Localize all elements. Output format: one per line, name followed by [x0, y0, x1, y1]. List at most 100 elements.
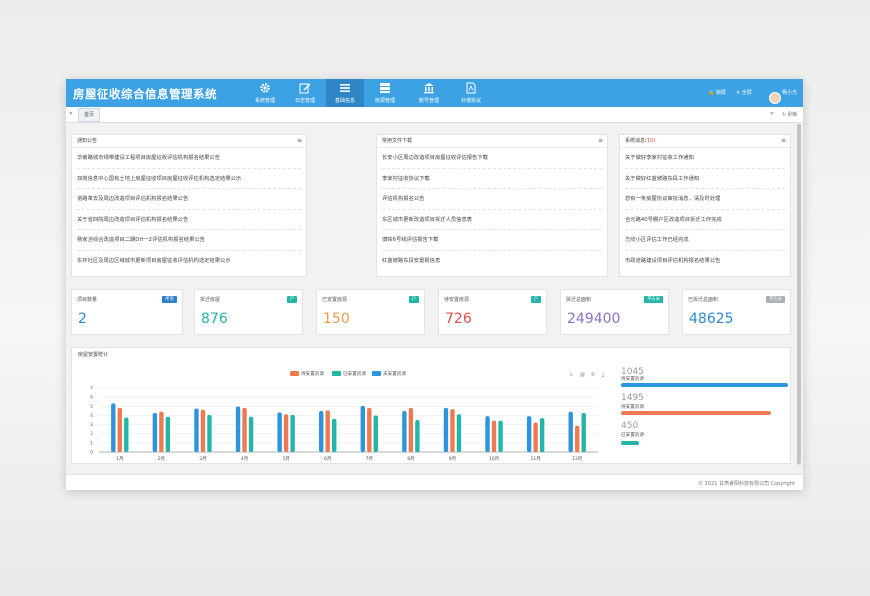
side-stat-label: 已安置房源 — [621, 433, 644, 438]
list-item[interactable]: 东区城市更新改造项目拆迁人员信息表 — [382, 210, 602, 230]
list-item[interactable]: 方欣小区评估工作已经完成 — [625, 230, 785, 251]
list-item[interactable]: 合元路40号棚户区改造项目拆迁工作完成 — [625, 210, 785, 230]
tab-scroll-right-icon[interactable]: » — [770, 110, 774, 117]
bar — [402, 411, 407, 452]
legend-swatch — [372, 371, 381, 376]
refresh-button[interactable]: ↻ 刷新 — [782, 112, 798, 118]
edit-icon — [299, 83, 311, 94]
stat-card-settled: 已安置房源 户 150 — [316, 289, 425, 335]
y-tick-label: 2 — [90, 431, 93, 437]
x-tick-label: 10月 — [489, 456, 499, 462]
bar — [277, 412, 282, 452]
bar — [581, 412, 586, 452]
nav-account-management[interactable]: 账号管理 — [410, 79, 448, 107]
x-tick-label: 2月 — [158, 456, 165, 462]
legend-item[interactable]: 已安置房源 — [332, 371, 366, 377]
panel-title: 系统消息 — [625, 138, 646, 144]
fullscreen-button[interactable]: ✕ 全屏 — [736, 90, 752, 96]
list-item[interactable]: 关于做好红蓝坡路东段工作通知 — [625, 169, 785, 189]
bar — [248, 416, 254, 452]
fullscreen-label: 全屏 — [741, 90, 752, 96]
nav-basic-info[interactable]: 基础信息 — [326, 79, 364, 107]
nav-log-management[interactable]: 日志管理 — [286, 79, 324, 107]
top-navbar: 房屋征收综合信息管理系统 系统管理 日志管理 基础信息 房源管理 账号管理 补偿… — [66, 79, 803, 107]
menu-icon[interactable]: ≡ — [296, 137, 302, 144]
bar — [443, 407, 449, 452]
side-stat-label: 待安置房源 — [621, 377, 644, 382]
message-count-badge: (10) — [645, 138, 656, 144]
download-icon[interactable]: ⤓ — [602, 372, 605, 378]
server-icon — [380, 83, 390, 93]
bar — [485, 416, 490, 452]
y-tick-label: 4 — [90, 413, 93, 419]
legend-label: 待安置房源 — [301, 372, 324, 377]
list-item[interactable]: 关于省四院周边改造项目评估机构报名结果公告 — [77, 210, 301, 230]
notice-panel: 通知公告 ≡ 华南路城市绿带建设工程项目房屋征收评估机构报名结果公告 双岗信息中… — [71, 134, 307, 277]
list-item[interactable]: 东环社区及周边区域城市更新项目房屋征收评估机构选定结果公示 — [77, 257, 231, 264]
stat-value: 150 — [323, 311, 350, 327]
stat-value: 249400 — [567, 311, 621, 327]
side-stat-bar — [621, 441, 639, 445]
nav-label: 系统管理 — [254, 98, 275, 104]
legend-item[interactable]: 未安置房源 — [372, 371, 406, 377]
y-tick-label: 3 — [90, 422, 93, 428]
tab-scroll-left-icon[interactable]: « — [69, 110, 73, 117]
username[interactable]: 杨小光 — [782, 90, 798, 96]
list-item[interactable]: 红蓝坡路东段安置报信息 — [382, 257, 441, 264]
panel-header: 系统消息(10) ≡ — [620, 135, 790, 148]
legend-swatch — [290, 371, 299, 376]
list-item[interactable]: 长安小区周边改造项目房屋征收评估报告下载 — [382, 148, 602, 169]
nav-compensation-agreement[interactable]: 补偿协议 — [452, 79, 490, 107]
bar — [165, 416, 171, 452]
app-title: 房屋征收综合信息管理系统 — [73, 87, 217, 101]
x-tick-label: 1月 — [116, 456, 123, 462]
nav-system-management[interactable]: 系统管理 — [246, 79, 284, 107]
scrollbar[interactable] — [797, 124, 801, 466]
gear-icon — [260, 83, 270, 93]
avatar[interactable] — [769, 92, 781, 104]
bar-chart-icon[interactable]: ▥ — [580, 372, 585, 378]
restore-icon[interactable]: ↻ — [591, 372, 596, 378]
side-stat-value: 1045 — [621, 367, 644, 377]
y-tick-label: 0 — [90, 450, 93, 456]
list-item[interactable]: 关于做好李家村征收工作通知 — [625, 148, 785, 169]
menu-icon[interactable]: ≡ — [597, 137, 603, 144]
stat-badge: 平方米 — [766, 296, 785, 303]
side-stat-value: 1495 — [621, 393, 644, 403]
bar — [283, 414, 289, 452]
list-item[interactable]: 博铁6号线评估报告下载 — [382, 230, 602, 251]
stat-badge: 所有 — [162, 296, 177, 303]
y-tick-label: 1 — [90, 440, 93, 446]
pdf-icon — [466, 82, 476, 94]
tab-home[interactable]: 首页 — [78, 108, 101, 122]
list-item[interactable]: 道路革去及周边改造项目评估机构报名结果公告 — [77, 189, 301, 210]
stat-value: 876 — [201, 311, 228, 327]
nav-housing-management[interactable]: 房源管理 — [366, 79, 404, 107]
bar — [242, 407, 247, 452]
list-item[interactable]: 华南路城市绿带建设工程项目房屋征收评估机构报名结果公告 — [77, 148, 301, 169]
lock-screen-button[interactable]: 🔒 锁屏 — [708, 90, 726, 96]
nav-label: 基础信息 — [334, 98, 355, 104]
bar — [332, 418, 337, 452]
list-item[interactable]: 杨家洼综合改造项目二期DH一2评估机构报名结果公告 — [77, 230, 301, 251]
nav-label: 日志管理 — [294, 98, 315, 104]
nav-label: 账号管理 — [418, 98, 439, 104]
panel-title: 房屋安置统计 — [78, 352, 109, 358]
stat-card-demolished-houses: 拆迁房屋 户 876 — [194, 289, 303, 335]
list-item[interactable]: 评估机构报名公告 — [382, 189, 602, 210]
stat-value: 2 — [78, 311, 87, 327]
menu-icon[interactable]: ≡ — [780, 137, 786, 144]
bar — [360, 405, 365, 452]
legend-item[interactable]: 待安置房源 — [290, 371, 324, 377]
bar — [408, 407, 414, 452]
bar — [207, 414, 212, 452]
scrollbar-thumb[interactable] — [797, 124, 801, 464]
line-chart-icon[interactable]: ∿ — [569, 372, 574, 378]
list-item[interactable]: 双岗信息中心国有土地上房屋征收项目房屋征收评估机构选定结果公示 — [77, 169, 301, 189]
x-tick-label: 5月 — [282, 456, 289, 462]
list-item[interactable]: 李家村征收协议下载 — [382, 169, 602, 189]
list-item[interactable]: 市政道路建设项目评估机构报名结果公告 — [625, 257, 721, 264]
downloads-panel: 常用文件下载 ≡ 长安小区周边改造项目房屋征收评估报告下载 李家村征收协议下载 … — [376, 134, 608, 277]
panel-header: 常用文件下载 ≡ — [377, 135, 607, 148]
list-item[interactable]: 您有一条房屋协议审批消息，请及时处理 — [625, 189, 785, 210]
